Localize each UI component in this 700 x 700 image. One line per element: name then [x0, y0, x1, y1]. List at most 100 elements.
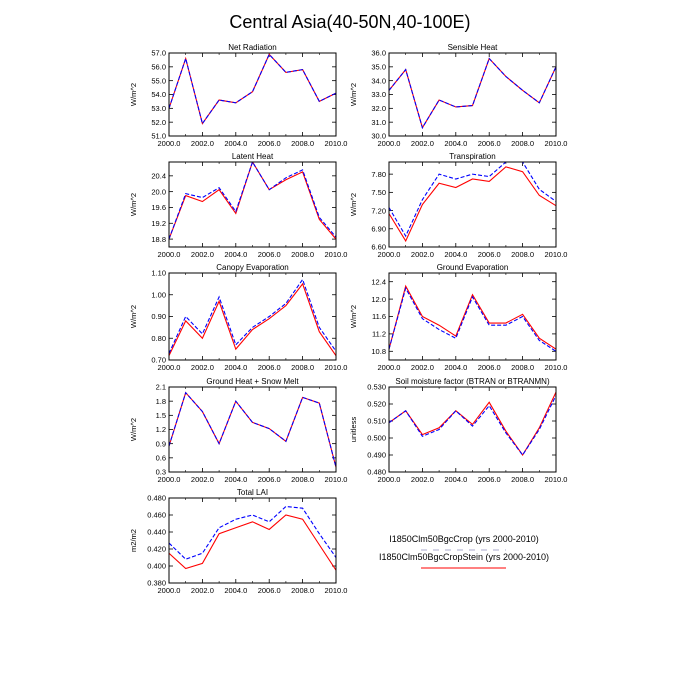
x-tick-label: 2010.0 — [325, 363, 348, 372]
x-tick-label: 2002.0 — [191, 363, 214, 372]
plot-frame — [168, 272, 337, 361]
x-tick-label: 2008.0 — [511, 475, 534, 484]
x-tick-label: 2000.0 — [378, 363, 401, 372]
y-tick-label: 0.500 — [367, 434, 386, 443]
plot-frame — [388, 272, 557, 361]
y-tick-label: 0.70 — [151, 356, 166, 365]
y-tick-label: 7.20 — [371, 206, 386, 215]
x-tick-label: 2010.0 — [325, 139, 348, 148]
x-tick-label: 2004.0 — [224, 250, 247, 259]
y-tick-label: 51.0 — [151, 132, 166, 141]
y-tick-label: 6.60 — [371, 243, 386, 252]
y-tick-label: 1.00 — [151, 290, 166, 299]
y-tick-label: 0.380 — [147, 579, 166, 588]
x-tick-label: 2008.0 — [291, 139, 314, 148]
x-tick-label: 2000.0 — [158, 586, 181, 595]
x-tick-label: 2002.0 — [191, 586, 214, 595]
y-tick-label: 0.420 — [147, 545, 166, 554]
x-tick-label: 2010.0 — [325, 586, 348, 595]
y-tick-label: 32.0 — [371, 104, 386, 113]
legend: I1850Clm50BgcCrop (yrs 2000-2010) I1850Cl… — [379, 534, 549, 569]
legend-label: I1850Clm50BgcCrop (yrs 2000-2010) — [389, 534, 539, 544]
series-line-blue-dashed — [169, 278, 336, 354]
panel-title: Soil moisture factor (BTRAN or BTRANMN) — [395, 377, 550, 386]
series-line-blue-dashed — [389, 286, 556, 352]
y-tick-label: 0.530 — [367, 383, 386, 392]
y-tick-label: 35.0 — [371, 63, 386, 72]
series-line-blue-dashed — [169, 53, 336, 125]
x-tick-label: 2000.0 — [158, 363, 181, 372]
x-tick-label: 2004.0 — [444, 363, 467, 372]
x-tick-label: 2010.0 — [325, 475, 348, 484]
y-tick-label: 57.0 — [151, 49, 166, 58]
y-tick-label: 1.2 — [156, 425, 166, 434]
y-tick-label: 0.90 — [151, 312, 166, 321]
panel-transpiration: Transpiration W/m^2 6.60 6.90 7.20 7.50 7.80 20… — [349, 152, 567, 259]
panel-net-radiation: Net Radiation W/m^2 51.0 52.0 53.0 54.0 55.0 56… — [129, 43, 347, 148]
y-tick-label: 11.6 — [372, 312, 386, 321]
x-tick-label: 2004.0 — [444, 139, 467, 148]
panel-title: Sensible Heat — [448, 43, 499, 52]
x-tick-label: 2002.0 — [191, 139, 214, 148]
panel-title: Canopy Evaporation — [216, 263, 289, 272]
x-tick-label: 2006.0 — [258, 475, 281, 484]
y-tick-label: 30.0 — [371, 132, 386, 141]
panel-title: Latent Heat — [232, 152, 274, 161]
x-tick-label: 2002.0 — [411, 139, 434, 148]
y-tick-label: 10.8 — [371, 347, 386, 356]
y-tick-label: 1.8 — [156, 397, 166, 406]
y-axis-label: m2/m2 — [129, 529, 138, 552]
y-tick-label: 18.8 — [151, 235, 166, 244]
x-tick-label: 2006.0 — [478, 363, 501, 372]
series-line-red — [389, 166, 556, 243]
y-tick-label: 0.480 — [147, 494, 166, 503]
y-tick-label: 54.0 — [151, 90, 166, 99]
panel-canopy-evaporation: Canopy Evaporation W/m^2 0.70 0.80 0.90 1.00 1… — [129, 263, 347, 372]
panel-total-lai: Total LAI m2/m2 0.380 0.400 0.420 0.440 0.460 0… — [129, 488, 347, 595]
y-tick-label: 0.9 — [156, 439, 166, 448]
y-tick-label: 19.6 — [151, 203, 166, 212]
series-line-blue-dashed — [389, 57, 556, 130]
x-tick-label: 2010.0 — [545, 475, 568, 484]
x-tick-label: 2008.0 — [511, 363, 534, 372]
x-tick-label: 2002.0 — [191, 475, 214, 484]
y-axis-label: W/m^2 — [349, 83, 358, 106]
y-tick-label: 31.0 — [371, 118, 386, 127]
y-tick-label: 20.4 — [151, 172, 166, 181]
plot-frame — [388, 52, 557, 137]
x-tick-label: 2002.0 — [191, 250, 214, 259]
x-tick-label: 2002.0 — [411, 363, 434, 372]
x-tick-label: 2008.0 — [511, 250, 534, 259]
y-axis-label: W/m^2 — [129, 418, 138, 441]
y-tick-label: 7.50 — [371, 188, 386, 197]
series-line-blue-dashed — [169, 162, 336, 240]
x-tick-label: 2004.0 — [224, 586, 247, 595]
x-tick-label: 2004.0 — [224, 475, 247, 484]
y-tick-label: 2.1 — [156, 383, 166, 392]
x-tick-label: 2008.0 — [291, 586, 314, 595]
figure-title: Central Asia(40-50N,40-100E) — [229, 12, 470, 32]
series-line-red — [169, 162, 336, 240]
series-line-red — [389, 284, 556, 350]
legend-label: I1850Clm50BgcCropStein (yrs 2000-2010) — [379, 552, 549, 562]
x-tick-label: 2000.0 — [158, 139, 181, 148]
x-tick-label: 2006.0 — [258, 139, 281, 148]
y-tick-label: 0.440 — [147, 528, 166, 537]
plot-frame — [168, 52, 337, 137]
y-tick-label: 12.4 — [371, 277, 386, 286]
y-tick-label: 1.5 — [156, 411, 166, 420]
plot-frame — [388, 386, 557, 473]
y-tick-label: 0.80 — [151, 334, 166, 343]
y-tick-label: 52.0 — [151, 118, 166, 127]
y-tick-label: 12.0 — [371, 295, 386, 304]
plot-frame — [388, 161, 557, 248]
y-tick-label: 0.510 — [367, 417, 386, 426]
y-tick-label: 33.0 — [371, 90, 386, 99]
panel-title: Net Radiation — [228, 43, 276, 52]
y-tick-label: 20.0 — [151, 187, 166, 196]
x-tick-label: 2010.0 — [325, 250, 348, 259]
y-tick-label: 55.0 — [151, 76, 166, 85]
panel-sensible-heat: Sensible Heat W/m^2 30.0 31.0 32.0 33.0 34.0 35… — [349, 43, 567, 148]
x-tick-label: 2000.0 — [158, 250, 181, 259]
series-line-blue-dashed — [169, 391, 336, 468]
